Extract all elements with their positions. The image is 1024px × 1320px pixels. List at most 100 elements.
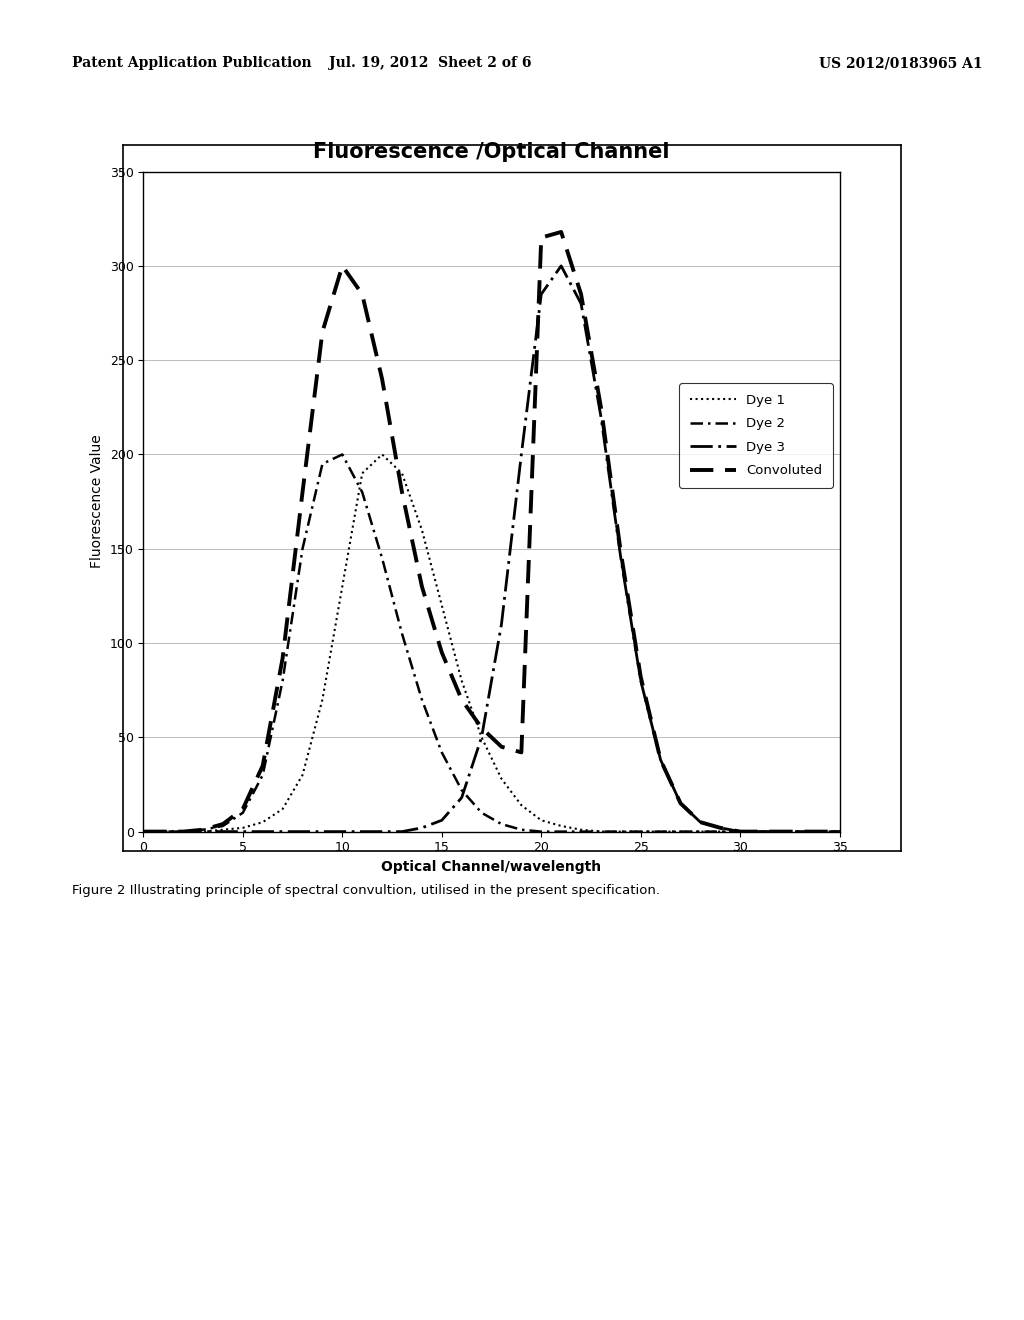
- Dye 2: [416, 692, 428, 708]
- Dye 3: [435, 812, 447, 828]
- Convoluted: [675, 796, 687, 812]
- Dye 3: [257, 824, 269, 840]
- Convoluted: [536, 230, 548, 246]
- Dye 2: [257, 767, 269, 783]
- Convoluted: [396, 484, 409, 500]
- Dye 3: [197, 824, 209, 840]
- Dye 2: [574, 824, 587, 840]
- Convoluted: [137, 824, 150, 840]
- Convoluted: [197, 822, 209, 838]
- Dye 2: [316, 455, 329, 471]
- Dye 3: [515, 446, 527, 462]
- Text: Figure 2 Illustrating principle of spectral convultion, utilised in the present : Figure 2 Illustrating principle of spect…: [72, 884, 659, 898]
- Dye 2: [336, 446, 348, 462]
- Dye 1: [396, 466, 409, 482]
- Dye 3: [536, 286, 548, 302]
- Dye 3: [794, 824, 806, 840]
- Dye 2: [456, 783, 468, 799]
- Dye 3: [137, 824, 150, 840]
- Dye 3: [475, 730, 487, 746]
- Dye 1: [197, 824, 209, 840]
- Convoluted: [475, 719, 487, 735]
- Line: Dye 3: Dye 3: [143, 265, 840, 832]
- Dye 1: [356, 466, 369, 482]
- Convoluted: [595, 400, 607, 416]
- Dye 3: [675, 796, 687, 812]
- Dye 2: [137, 824, 150, 840]
- Dye 3: [396, 824, 409, 840]
- Dye 1: [635, 824, 647, 840]
- Dye 2: [536, 824, 548, 840]
- Dye 1: [714, 824, 726, 840]
- Dye 3: [555, 257, 567, 273]
- Dye 3: [376, 824, 388, 840]
- Dye 1: [734, 824, 746, 840]
- Convoluted: [834, 824, 846, 840]
- Text: Jul. 19, 2012  Sheet 2 of 6: Jul. 19, 2012 Sheet 2 of 6: [329, 57, 531, 70]
- Dye 3: [595, 409, 607, 425]
- Convoluted: [515, 744, 527, 760]
- Convoluted: [814, 824, 826, 840]
- Dye 2: [237, 805, 249, 821]
- Dye 3: [456, 789, 468, 805]
- Dye 2: [694, 824, 707, 840]
- Dye 2: [197, 822, 209, 838]
- Dye 1: [515, 797, 527, 813]
- Convoluted: [694, 814, 707, 830]
- Dye 1: [496, 771, 508, 787]
- Convoluted: [257, 758, 269, 774]
- Dye 1: [536, 812, 548, 828]
- Dye 1: [137, 824, 150, 840]
- Dye 2: [675, 824, 687, 840]
- Convoluted: [276, 651, 289, 667]
- Text: US 2012/0183965 A1: US 2012/0183965 A1: [819, 57, 983, 70]
- Dye 2: [555, 824, 567, 840]
- Dye 3: [774, 824, 786, 840]
- Dye 3: [276, 824, 289, 840]
- Convoluted: [754, 824, 766, 840]
- Dye 1: [376, 446, 388, 462]
- Convoluted: [635, 669, 647, 685]
- Dye 1: [614, 824, 627, 840]
- Dye 2: [754, 824, 766, 840]
- Dye 3: [714, 820, 726, 836]
- Convoluted: [296, 484, 308, 500]
- Y-axis label: Fluorescence Value: Fluorescence Value: [90, 434, 104, 569]
- Convoluted: [774, 824, 786, 840]
- Dye 2: [774, 824, 786, 840]
- Dye 1: [237, 820, 249, 836]
- Dye 2: [515, 822, 527, 838]
- Convoluted: [376, 371, 388, 387]
- Legend: Dye 1, Dye 2, Dye 3, Convoluted: Dye 1, Dye 2, Dye 3, Convoluted: [679, 383, 834, 488]
- Line: Dye 2: Dye 2: [143, 454, 840, 832]
- Convoluted: [416, 578, 428, 594]
- Dye 2: [814, 824, 826, 840]
- Dye 2: [496, 816, 508, 832]
- Dye 2: [435, 744, 447, 760]
- Dye 2: [635, 824, 647, 840]
- Convoluted: [217, 816, 229, 832]
- Dye 1: [654, 824, 667, 840]
- Dye 1: [595, 824, 607, 840]
- Dye 3: [496, 616, 508, 632]
- Dye 3: [177, 824, 189, 840]
- Dye 3: [734, 824, 746, 840]
- Title: Fluorescence /Optical Channel: Fluorescence /Optical Channel: [313, 141, 670, 162]
- Dye 1: [794, 824, 806, 840]
- Dye 3: [217, 824, 229, 840]
- Dye 2: [614, 824, 627, 840]
- Dye 1: [336, 578, 348, 594]
- Dye 3: [654, 752, 667, 768]
- Dye 3: [834, 824, 846, 840]
- Dye 3: [814, 824, 826, 840]
- Convoluted: [456, 692, 468, 708]
- Dye 3: [574, 296, 587, 312]
- Convoluted: [555, 224, 567, 240]
- Convoluted: [336, 257, 348, 273]
- Dye 1: [257, 814, 269, 830]
- Dye 3: [635, 673, 647, 689]
- Line: Convoluted: Convoluted: [143, 232, 840, 832]
- Dye 1: [157, 824, 169, 840]
- Dye 3: [316, 824, 329, 840]
- Dye 1: [435, 598, 447, 614]
